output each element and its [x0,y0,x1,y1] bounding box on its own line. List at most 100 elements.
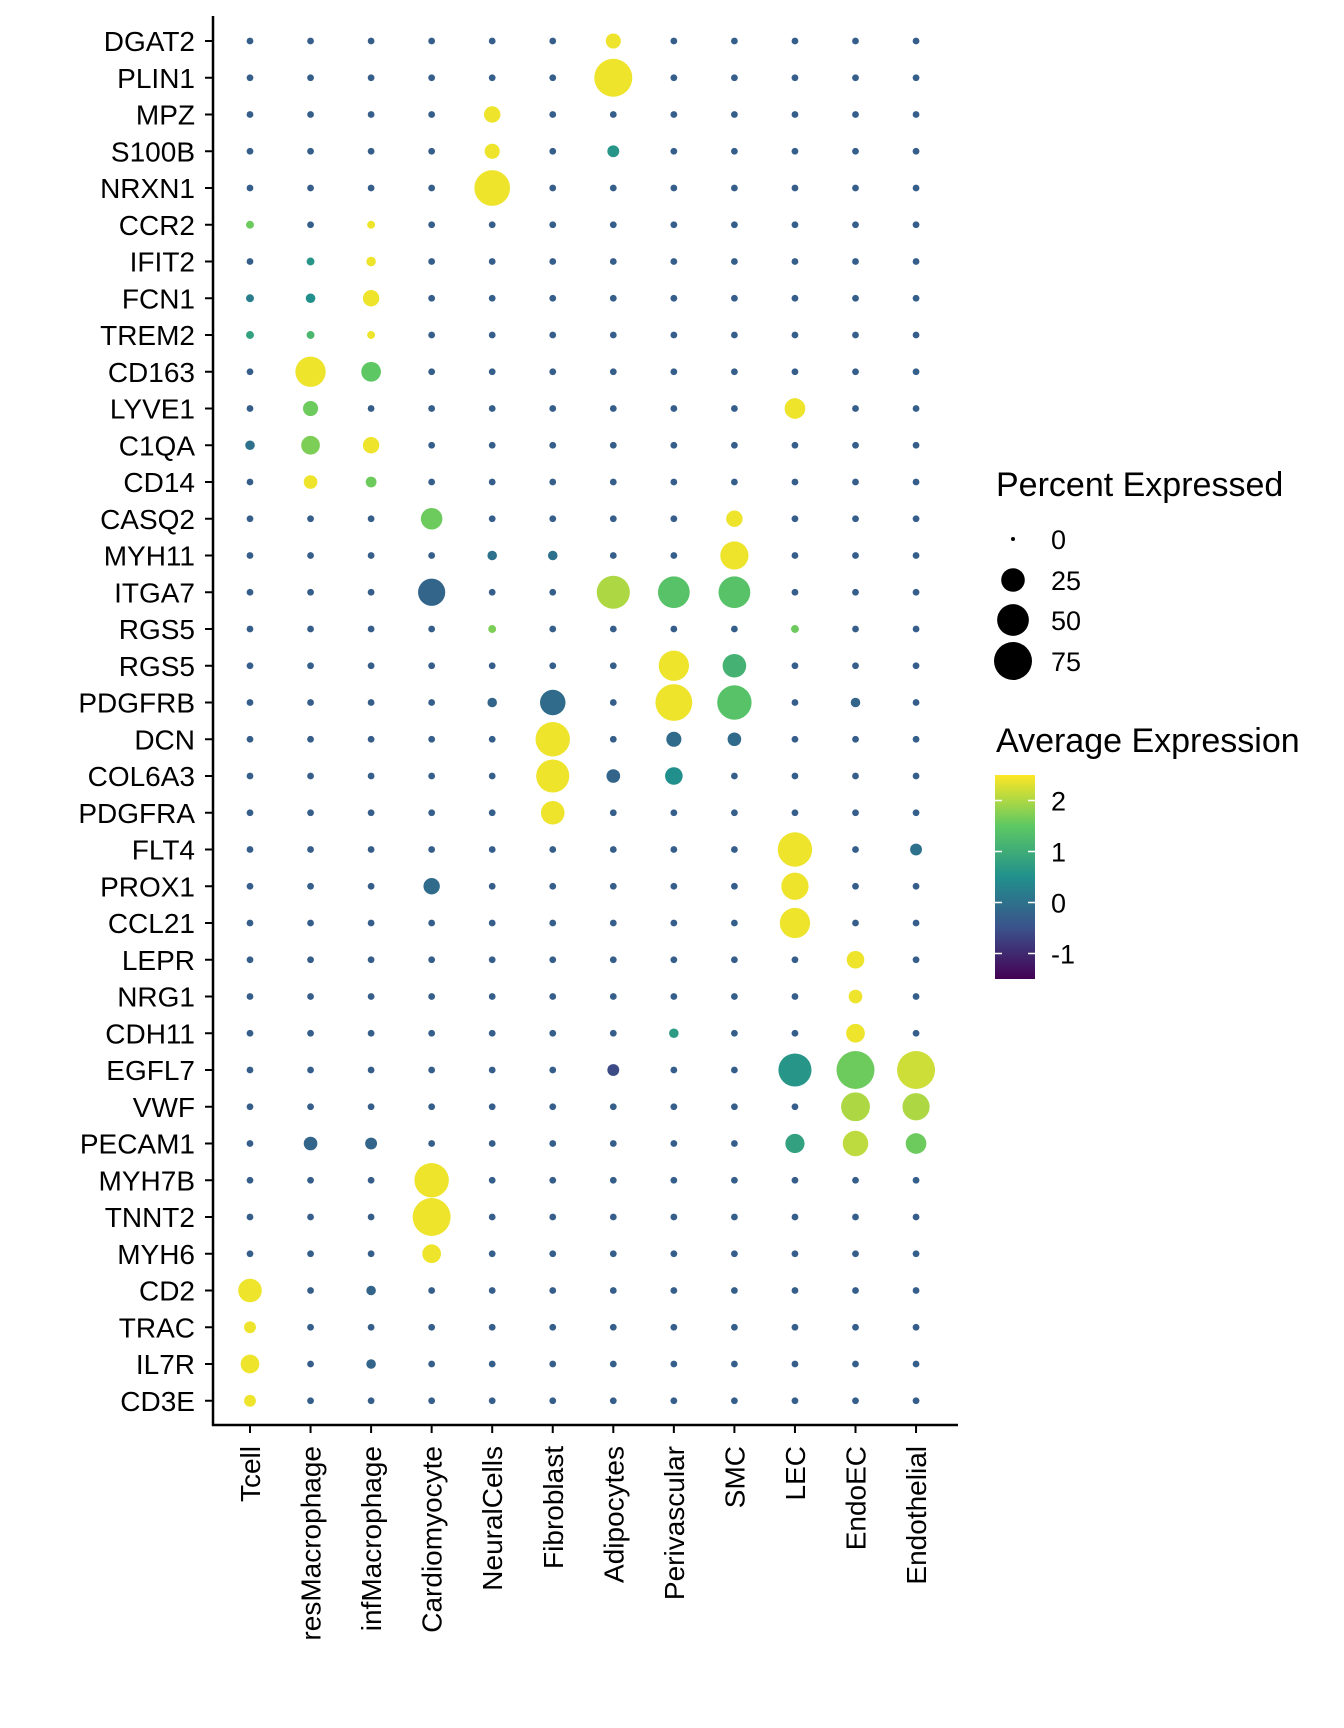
y-tick-label-cd163: CD163 [108,357,195,388]
dot-pdgfrb-neuralcells [487,697,497,708]
dot-ccr2-smc [731,221,738,229]
dot-nrxn1-perivascular [670,184,678,192]
dot-itga7-resmacrophage [307,588,314,596]
dot-dgat2-adipocytes [605,33,621,49]
y-tick-label-tnnt2: TNNT2 [105,1202,195,1233]
dot-rgs5-fibroblast [549,662,557,670]
dot-pdgfrb-adipocytes [609,699,617,706]
dot-dgat2-smc [731,37,738,45]
y-tick-label-cd14: CD14 [123,467,195,498]
dot-lyve1-resmacrophage [303,400,319,417]
dot-myh7b-perivascular [670,1176,678,1184]
dot-s100b-tcell [246,147,254,155]
colorbar [995,775,1035,979]
dot-c1qa-lec [791,441,799,449]
dot-pecam1-adipocytes [609,1140,617,1147]
dot-pecam1-infmacrophage [365,1137,378,1150]
dot-cd3e-adipocytes [609,1397,617,1405]
dot-rgs5-infmacrophage [367,625,375,633]
dot-prox1-lec [781,872,809,900]
dot-dcn-lec [791,735,799,743]
dot-il7r-perivascular [670,1360,678,1368]
dot-trac-smc [731,1323,738,1331]
dot-ifit2-fibroblast [549,258,557,265]
dot-pdgfrb-lec [791,699,799,706]
dot-nrg1-resmacrophage [307,993,314,1000]
dot-trem2-infmacrophage [367,331,376,339]
dot-cd2-tcell [238,1278,262,1303]
dot-myh11-infmacrophage [367,552,375,559]
dot-ifit2-perivascular [670,258,678,265]
dot-nrg1-fibroblast [549,993,557,1000]
dot-nrg1-lec [791,993,799,1000]
dot-cd3e-fibroblast [549,1397,557,1405]
dot-mpz-neuralcells [483,106,501,123]
dot-nrxn1-endothelial [912,184,920,192]
dot-cdh11-tcell [246,1029,254,1037]
dot-mpz-smc [731,111,738,118]
dot-egfl7-smc [731,1066,738,1074]
dot-mpz-fibroblast [549,111,557,118]
dot-tnnt2-infmacrophage [367,1213,375,1221]
dot-dcn-tcell [246,735,254,743]
dot-pecam1-smc [731,1140,738,1147]
dot-myh7b-infmacrophage [367,1176,375,1184]
dot-c1qa-fibroblast [549,441,557,449]
dot-trac-endothelial [912,1323,920,1331]
y-tick-label-ifit2: IFIT2 [130,247,195,278]
dot-pdgfrb-resmacrophage [307,699,314,706]
dot-tnnt2-cardiomyocyte [412,1198,451,1236]
x-tick-label-fibroblast: Fibroblast [538,1446,569,1569]
dot-vwf-adipocytes [609,1103,617,1111]
dot-casq2-lec [791,515,799,523]
dot-lepr-cardiomyocyte [428,956,436,964]
dot-rgs5-tcell [246,625,254,633]
dot-cdh11-fibroblast [549,1029,557,1037]
dot-nrxn1-cardiomyocyte [428,184,436,192]
dot-ccl21-adipocytes [609,919,617,927]
dot-fcn1-endoec [852,294,859,302]
dot-pecam1-perivascular [670,1140,678,1147]
dot-lyve1-lec [784,398,806,419]
dot-ifit2-infmacrophage [366,256,376,267]
size-legend-dot-50 [997,604,1029,636]
y-tick-label-lyve1: LYVE1 [110,394,195,425]
dot-il7r-endothelial [912,1360,920,1368]
dot-ccl21-endoec [852,919,859,927]
dot-il7r-adipocytes [609,1360,617,1368]
x-tick-label-cardiomyocyte: Cardiomyocyte [417,1446,448,1633]
dot-myh6-infmacrophage [367,1250,375,1258]
dot-il7r-infmacrophage [366,1359,376,1369]
dot-myh7b-endothelial [912,1176,920,1184]
y-tick-label-pdgfra: PDGFRA [78,798,195,829]
dot-cd163-fibroblast [549,368,557,376]
dot-ifit2-adipocytes [609,258,617,265]
dot-cdh11-perivascular [669,1028,679,1039]
dot-itga7-tcell [246,588,254,596]
dot-cd2-neuralcells [488,1287,496,1294]
x-tick-label-resmacrophage: resMacrophage [296,1446,327,1641]
dot-pdgfra-adipocytes [609,809,617,817]
dot-tnnt2-tcell [246,1213,254,1221]
dot-col6a3-endoec [852,772,859,780]
dot-ccr2-tcell [246,220,254,229]
dot-ifit2-endothelial [912,258,920,265]
dot-casq2-infmacrophage [367,515,375,523]
dot-egfl7-neuralcells [488,1066,496,1074]
x-tick-label-adipocytes: Adipocytes [598,1446,629,1583]
dot-cd3e-lec [791,1397,799,1405]
dot-c1qa-perivascular [670,441,678,449]
dot-mpz-endothelial [912,111,920,118]
dot-rgs5-resmacrophage [307,662,314,670]
y-tick-label-myh6: MYH6 [117,1239,195,1270]
y-tick-label-plin1: PLIN1 [117,63,195,94]
dot-cd2-endothelial [912,1287,920,1294]
dot-pecam1-resmacrophage [303,1136,318,1151]
dot-itga7-cardiomyocyte [418,578,446,606]
dot-prox1-perivascular [670,882,678,890]
dot-c1qa-endoec [852,441,859,449]
dot-cd2-resmacrophage [307,1287,314,1294]
dot-plin1-lec [791,74,799,82]
color-legend: Average Expression 2 1 0 -1 [995,722,1300,979]
dot-plin1-neuralcells [488,74,496,82]
